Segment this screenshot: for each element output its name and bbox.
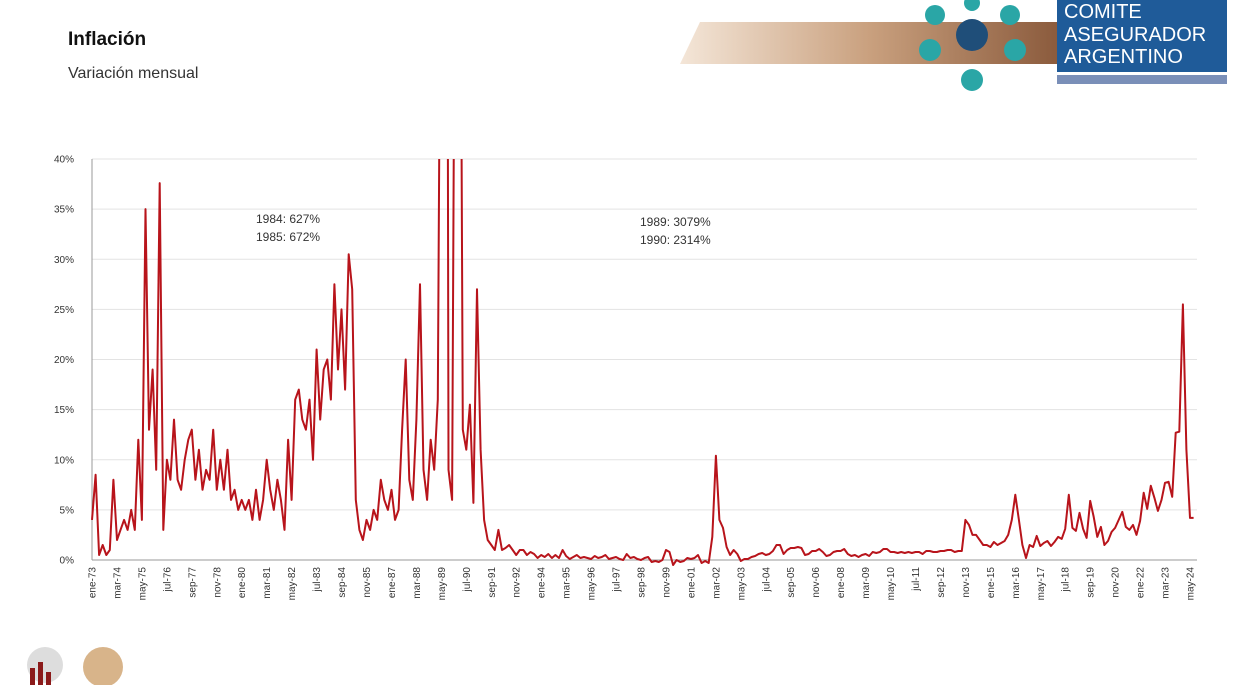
x-tick-label: jul-11 xyxy=(911,567,922,592)
x-tick-label: nov-85 xyxy=(362,567,373,598)
x-tick-label: may-03 xyxy=(736,567,747,601)
x-tick-label: jul-83 xyxy=(312,567,323,593)
x-tick-label: nov-92 xyxy=(512,567,523,598)
x-tick-label: ene-73 xyxy=(88,567,99,599)
x-tick-label: jul-90 xyxy=(462,567,473,593)
annotation: 1984: 627% xyxy=(256,212,320,226)
x-tick-label: mar-02 xyxy=(711,567,722,599)
x-tick-label: ene-01 xyxy=(686,567,697,599)
x-tick-label: may-17 xyxy=(1036,567,1047,601)
footer-logos xyxy=(27,647,123,687)
x-tick-label: jul-97 xyxy=(612,567,623,593)
x-tick-label: ene-15 xyxy=(986,567,997,599)
x-tick-label: nov-78 xyxy=(212,567,223,598)
y-tick-label: 35% xyxy=(54,205,74,216)
x-tick-label: nov-99 xyxy=(661,567,672,598)
x-tick-label: mar-16 xyxy=(1011,567,1022,599)
annotation: 1985: 672% xyxy=(256,230,320,244)
x-tick-label: sep-91 xyxy=(487,567,498,598)
logo-emblem xyxy=(919,0,1026,91)
y-tick-label: 10% xyxy=(54,455,74,466)
data-line xyxy=(91,159,1194,566)
chart-subtitle: Variación mensual xyxy=(68,65,198,82)
y-tick-label: 5% xyxy=(60,505,75,516)
x-tick-label: mar-74 xyxy=(112,567,123,599)
y-tick-label: 30% xyxy=(54,255,74,266)
x-tick-label: mar-09 xyxy=(861,567,872,599)
chart-title: Inflación xyxy=(68,29,146,50)
x-tick-label: jul-18 xyxy=(1061,567,1072,593)
x-tick-label: sep-12 xyxy=(936,567,947,598)
y-tick-label: 15% xyxy=(54,405,74,416)
y-tick-label: 20% xyxy=(54,355,74,366)
x-tick-label: ene-08 xyxy=(836,567,847,599)
x-tick-label: sep-77 xyxy=(187,567,198,598)
x-tick-label: nov-06 xyxy=(811,567,822,598)
x-tick-label: mar-95 xyxy=(562,567,573,599)
x-tick-label: may-89 xyxy=(437,567,448,601)
logo-bar xyxy=(1057,75,1227,84)
x-tick-label: may-10 xyxy=(886,567,897,601)
x-tick-label: mar-88 xyxy=(412,567,423,599)
logo-text: ASEGURADOR xyxy=(1064,24,1206,46)
annotation: 1990: 2314% xyxy=(640,233,711,247)
logo-text: COMITE xyxy=(1064,1,1142,23)
x-tick-label: may-75 xyxy=(137,567,148,601)
y-tick-label: 40% xyxy=(54,155,74,166)
x-tick-label: mar-23 xyxy=(1161,567,1172,599)
x-tick-label: sep-19 xyxy=(1086,567,1097,598)
x-tick-label: mar-81 xyxy=(262,567,273,599)
x-tick-label: ene-87 xyxy=(387,567,398,599)
y-tick-label: 25% xyxy=(54,305,74,316)
x-tick-label: jul-04 xyxy=(761,567,772,593)
x-tick-label: sep-84 xyxy=(337,567,348,598)
x-tick-label: nov-20 xyxy=(1111,567,1122,598)
annotation: 1989: 3079% xyxy=(640,215,711,229)
x-tick-label: jul-76 xyxy=(162,567,173,593)
x-tick-label: may-82 xyxy=(287,567,298,601)
x-tick-label: sep-98 xyxy=(637,567,648,598)
logo-box xyxy=(1057,0,1227,72)
x-tick-label: ene-22 xyxy=(1136,567,1147,599)
x-tick-label: may-24 xyxy=(1186,567,1197,601)
x-tick-label: ene-94 xyxy=(537,567,548,599)
x-tick-label: nov-13 xyxy=(961,567,972,598)
header-band xyxy=(680,22,1060,64)
x-tick-label: ene-80 xyxy=(237,567,248,599)
x-tick-label: sep-05 xyxy=(786,567,797,598)
logo-text: ARGENTINO xyxy=(1064,46,1183,68)
x-tick-label: may-96 xyxy=(587,567,598,601)
y-tick-label: 0% xyxy=(60,556,75,567)
